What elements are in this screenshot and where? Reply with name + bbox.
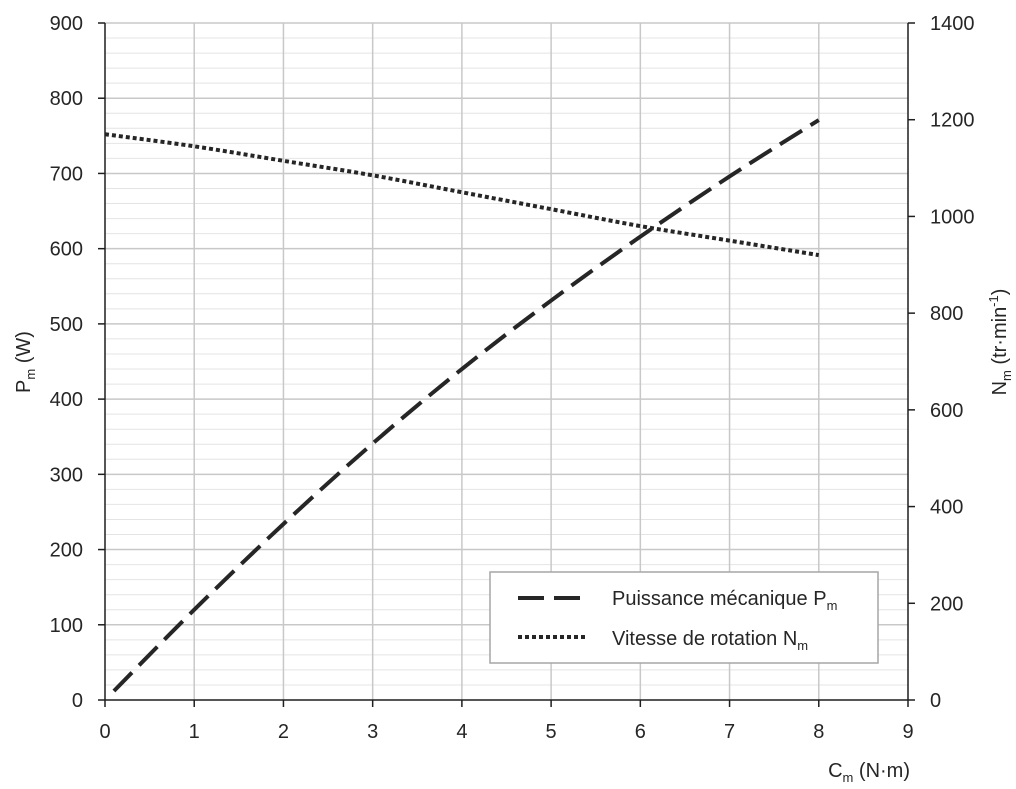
y-axis-left-tick-label: 100 (50, 615, 83, 637)
y-axis-left-tick-label: 400 (50, 389, 83, 411)
y-axis-left-tick-label: 700 (50, 163, 83, 185)
y-axis-left-tick-label: 800 (50, 88, 83, 110)
power-curve-line (112, 118, 820, 693)
x-axis-tick-label: 7 (724, 721, 735, 743)
y-axis-right-tick-label: 800 (930, 303, 963, 325)
x-axis-tick-label: 5 (546, 721, 557, 743)
y-axis-right-tick-label: 1200 (930, 110, 975, 132)
x-axis-title-unit: (N·m) (853, 760, 910, 782)
major-gridlines (105, 22, 908, 700)
y-axis-left-tick-label: 900 (50, 13, 83, 35)
x-axis-tick-label: 2 (278, 721, 289, 743)
legend-label-speed-text: Vitesse de rotation N (612, 628, 797, 650)
x-axis-title-main: C (828, 760, 842, 782)
x-axis-tick-label: 6 (635, 721, 646, 743)
minor-gridlines (105, 37, 908, 686)
series-lines (104, 118, 820, 693)
x-axis-tick-label: 0 (99, 721, 110, 743)
legend-label-power: Puissance mécanique Pm (612, 588, 837, 613)
x-axis-tick-label: 8 (813, 721, 824, 743)
y-axis-left-tick-label: 300 (50, 464, 83, 486)
y-axis-left-title: Pm (W) (13, 331, 38, 393)
y-axis-right-title-subscript: m (999, 370, 1014, 381)
tick-labels: 0100200300400500600700800900020040060080… (50, 13, 975, 743)
y-axis-left-title-subscript: m (23, 369, 38, 380)
legend-label-speed: Vitesse de rotation Nm (612, 628, 808, 653)
y-axis-right-title-end: ) (989, 289, 1011, 296)
y-axis-right-tick-label: 1000 (930, 206, 975, 228)
legend-box (489, 571, 879, 664)
y-axis-left-title-unit: (W) (13, 331, 35, 369)
y-axis-right-title: Nm (tr·min-1) (986, 289, 1014, 396)
y-axis-right-tick-label: 600 (930, 400, 963, 422)
y-axis-left-tick-label: 500 (50, 314, 83, 336)
y-axis-right-title-superscript: -1 (986, 295, 1001, 307)
tick-marks (98, 22, 915, 707)
y-axis-left-tick-label: 600 (50, 239, 83, 261)
legend-label-power-text: Puissance mécanique P (612, 588, 827, 610)
x-axis-tick-label: 3 (367, 721, 378, 743)
x-axis-title-subscript: m (843, 770, 854, 785)
x-axis-tick-label: 9 (902, 721, 913, 743)
legend-label-power-subscript: m (827, 598, 838, 613)
legend-label-speed-subscript: m (797, 638, 808, 653)
y-axis-left-tick-label: 200 (50, 540, 83, 562)
y-axis-right-tick-label: 200 (930, 593, 963, 615)
x-axis-tick-label: 4 (456, 721, 467, 743)
y-axis-right-tick-label: 0 (930, 690, 941, 712)
x-axis-tick-label: 1 (189, 721, 200, 743)
y-axis-right-tick-label: 1400 (930, 13, 975, 35)
legend: Puissance mécanique Pm Vitesse de rotati… (489, 571, 879, 664)
y-axis-right-title-unit: (tr·min (989, 307, 1011, 370)
x-axis-title: Cm (N·m) (828, 760, 910, 785)
y-axis-right-tick-label: 400 (930, 497, 963, 519)
y-axis-left-title-main: P (13, 380, 35, 393)
y-axis-right-title-main: N (989, 381, 1011, 395)
y-axis-left-tick-label: 0 (72, 690, 83, 712)
